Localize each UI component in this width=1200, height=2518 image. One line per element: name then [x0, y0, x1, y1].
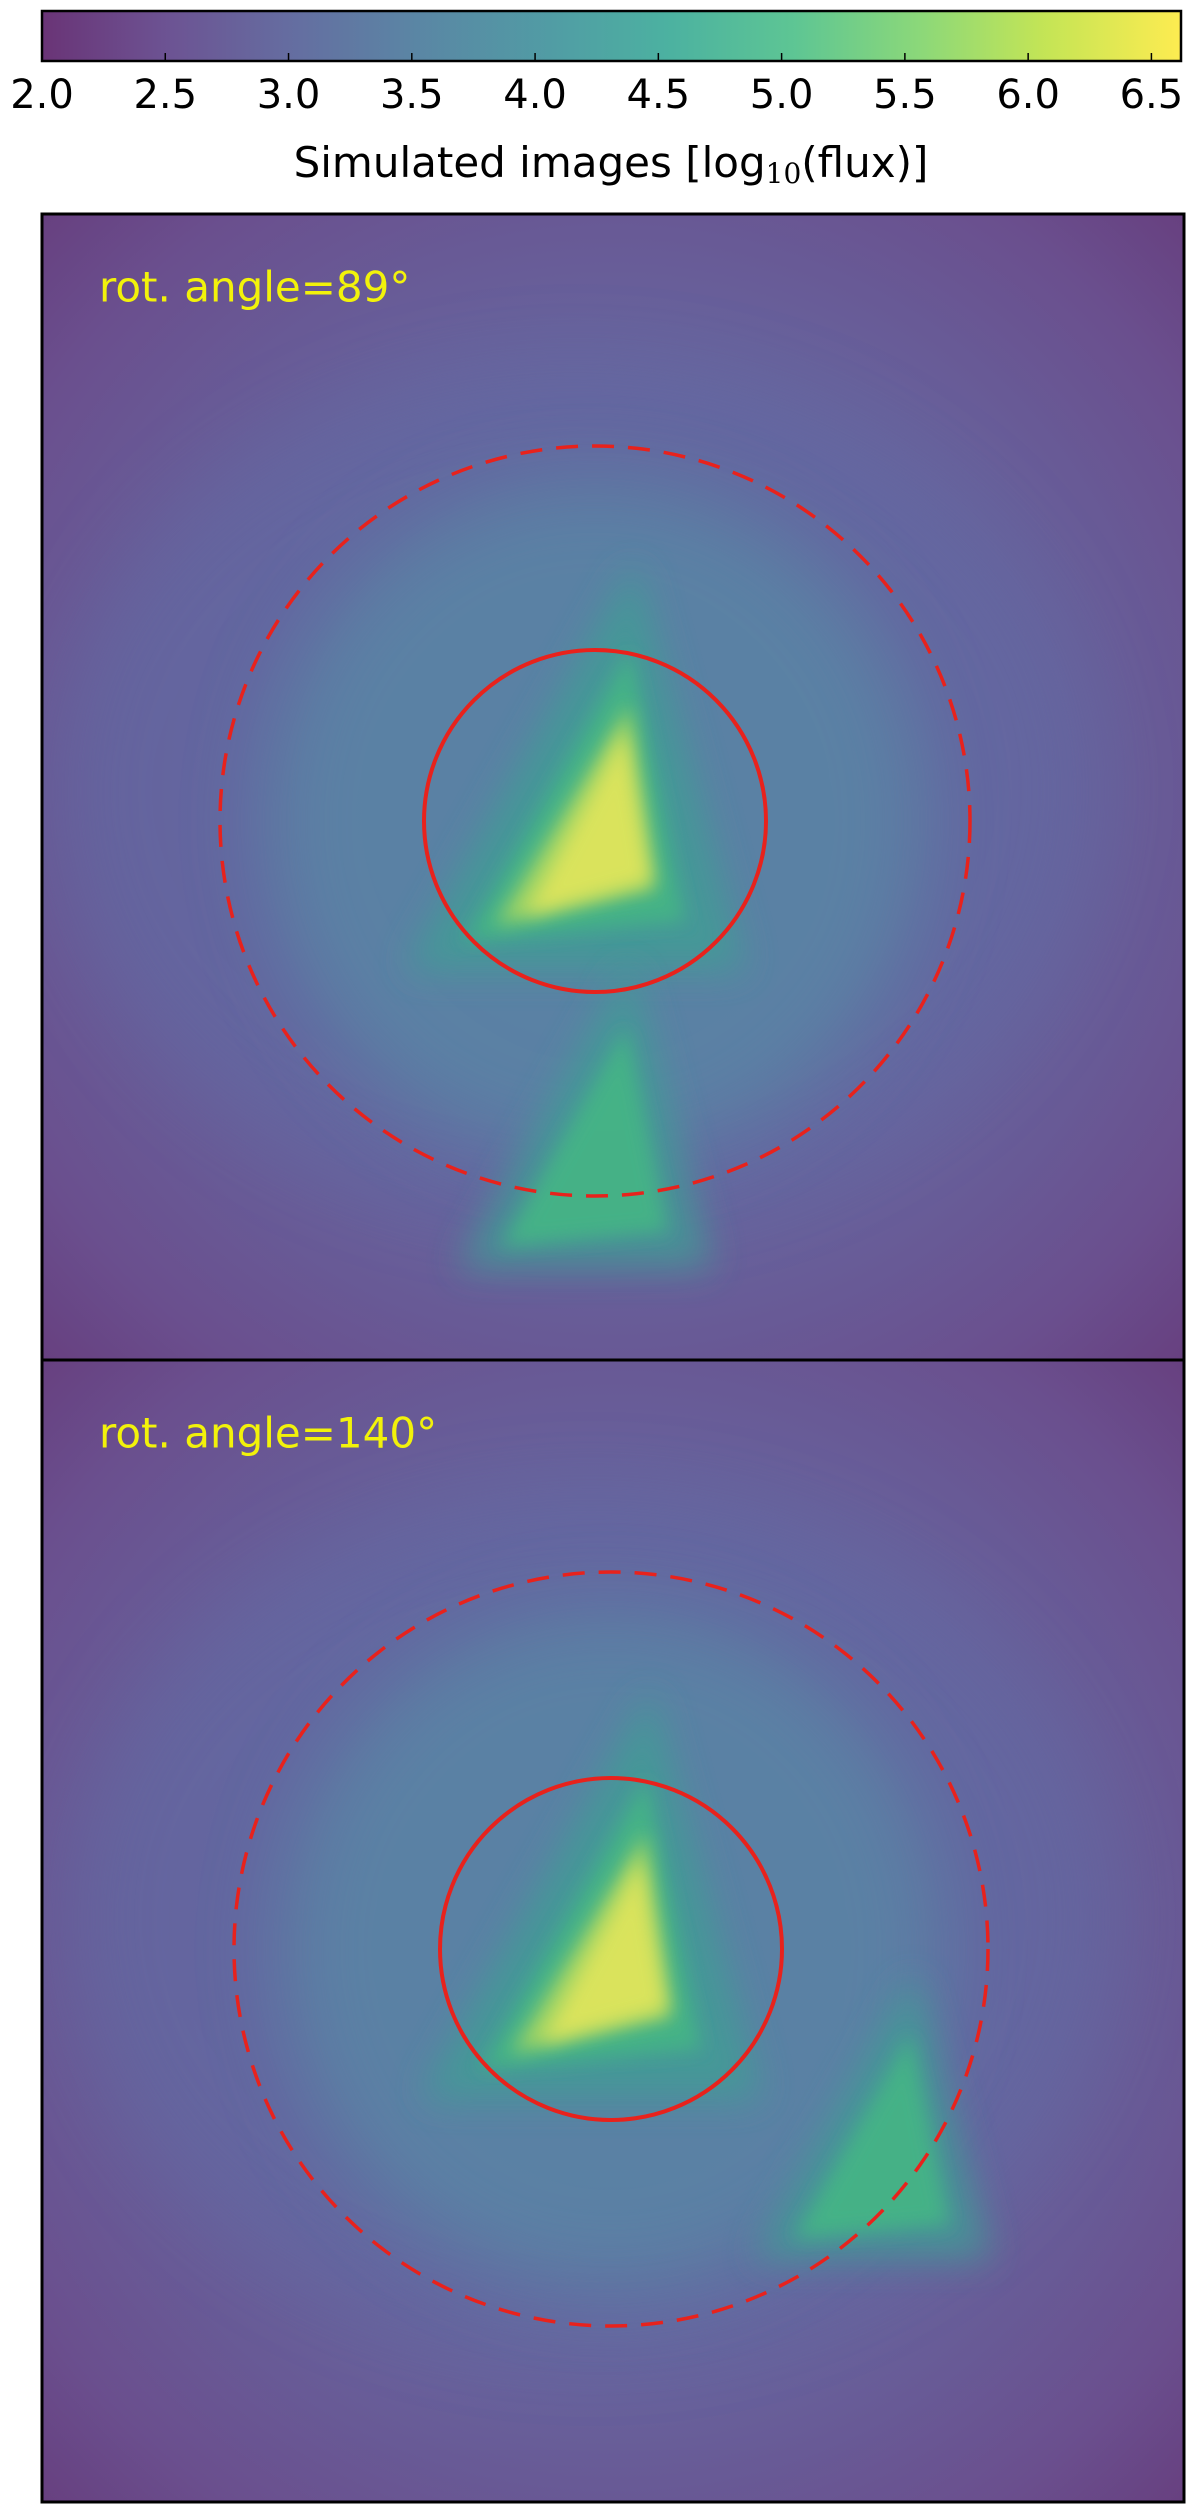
tick-label: 3.0: [257, 72, 321, 118]
panel-frame: [40, 1358, 1186, 2504]
image-panel: [42, 1360, 1184, 2502]
emission-peak: [525, 731, 650, 916]
tick-label: 3.5: [380, 72, 444, 118]
label-part: (flux)]: [801, 138, 928, 187]
label-part: Simulated images [log: [294, 138, 766, 187]
tick-label: 5.5: [873, 72, 937, 118]
colorbar-label: Simulated images [log10(flux)]: [294, 138, 929, 190]
annotation: rot. angle=140°: [99, 1409, 437, 1458]
tick-label: 6.5: [1120, 72, 1184, 118]
emission-mid: [795, 2035, 949, 2238]
colorbar-frame: [40, 9, 1183, 63]
image-panel: [42, 214, 1184, 1360]
label-part: 10: [766, 157, 802, 190]
tick-label: 5.0: [750, 72, 814, 118]
inner-aperture: [438, 1776, 784, 2122]
tick-label: 6.0: [996, 72, 1060, 118]
tick-label: 4.0: [503, 72, 567, 118]
emission-peak: [541, 1859, 666, 2044]
inner-aperture: [422, 648, 768, 994]
outer-aperture: [218, 444, 972, 1198]
tick-label: 2.5: [133, 72, 197, 118]
colorbar: [42, 11, 1181, 61]
outer-aperture: [232, 1570, 990, 2328]
tick-label: 2.0: [10, 72, 74, 118]
emission-mid: [502, 1028, 668, 1246]
tick-label: 4.5: [627, 72, 691, 118]
annotation: rot. angle=89°: [99, 263, 410, 312]
